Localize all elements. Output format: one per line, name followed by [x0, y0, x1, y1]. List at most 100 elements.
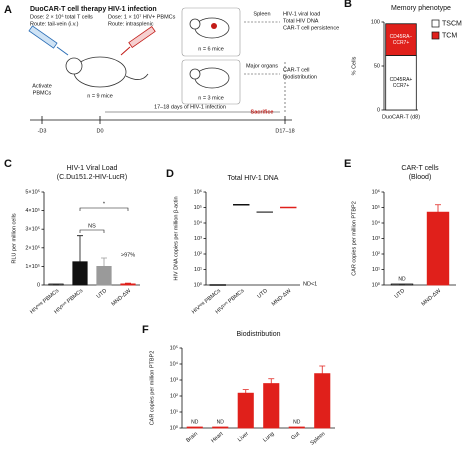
bar	[96, 265, 112, 286]
annotation: >97%	[121, 252, 135, 258]
legend-label: TSCM	[442, 20, 462, 27]
infection-title: HIV-1 infection	[108, 6, 157, 13]
y-tick-label: 10³	[194, 236, 202, 242]
spleen: Spleen	[253, 11, 270, 17]
y-tick-label: 2×10⁵	[25, 244, 40, 251]
y-tick-label: 10³	[170, 377, 178, 383]
therapy-title: DuoCAR-T cell therapy	[30, 6, 106, 13]
x-tick-label: MND-ΔW	[111, 288, 133, 308]
annotation: NS	[88, 223, 96, 229]
y-tick-label: 10⁰	[372, 281, 381, 288]
legend-label: TCM	[442, 32, 457, 39]
therapy-route: Route: tail-vein (i.v.)	[30, 21, 79, 27]
legend-swatch	[431, 19, 440, 28]
mice-total: n = 9 mice	[87, 93, 113, 99]
annotation: ND	[398, 276, 406, 282]
y-tick-label: 10²	[372, 251, 380, 257]
y-tick-label: 0	[377, 107, 380, 113]
outcome: Total HIV DNA	[283, 18, 319, 24]
red-syringe	[120, 25, 156, 56]
segment-label: CD45RA+	[390, 77, 413, 83]
bar	[314, 373, 331, 429]
x-tick-label: MND-ΔW	[271, 288, 293, 308]
error-bar	[101, 257, 107, 267]
outcome: HIV-1 viral load	[283, 11, 320, 17]
duration: 17–18 days of HIV-1 infection	[154, 104, 226, 110]
annotation: ND	[217, 419, 225, 425]
chart-subtitle: (C.Du151.2-HIV-LucR)	[57, 174, 127, 181]
annotation: ND	[191, 419, 199, 425]
blue-syringe	[28, 25, 69, 56]
y-tick-label: 10⁴	[170, 360, 179, 367]
panel-letter: E	[344, 158, 351, 170]
y-tick-label: 10⁰	[194, 281, 203, 288]
y-tick-label: 10⁵	[372, 204, 380, 211]
annotation: *	[103, 201, 106, 207]
x-tick-label: Spleen	[309, 431, 326, 447]
infection-dose: Dose: 1 × 10⁷ HIV+ PBMCs	[108, 13, 176, 20]
y-tick-label: 10⁴	[194, 219, 203, 226]
day-label: D0	[96, 128, 103, 134]
error-bar	[125, 282, 131, 284]
day-label: D17–18	[275, 128, 294, 134]
error-bar	[319, 365, 326, 374]
annotation: ND<1	[303, 281, 317, 287]
activate: PBMCs	[33, 90, 52, 96]
day-label: -D3	[38, 128, 47, 134]
bracket	[79, 229, 105, 233]
infection-route: Route: intrasplenic	[108, 21, 154, 27]
y-tick-label: 5×10⁵	[25, 188, 40, 195]
therapy-dose: Dose: 2 × 10⁶ total T cells	[30, 13, 93, 20]
panel-letter: D	[166, 168, 174, 180]
y-tick-label: 3×10⁵	[25, 226, 40, 233]
segment-label: CCR7+	[393, 83, 410, 89]
bar	[120, 283, 136, 286]
panel-letter: B	[344, 0, 352, 10]
chart-title: HIV-1 Viral Load	[67, 165, 118, 172]
chart-title: CAR-T cells	[401, 165, 439, 172]
mouse-main	[65, 56, 149, 88]
y-tick-label: 10²	[194, 251, 202, 257]
chart-title: Biodistribution	[237, 331, 281, 338]
y-tick-label: 10⁶	[194, 188, 202, 195]
panel-letter: C	[4, 158, 12, 170]
y-tick-label: 10¹	[372, 267, 380, 273]
x-tick-label: UTD	[256, 288, 269, 300]
organs: Major organs	[246, 63, 278, 69]
y-axis-label: HIV DNA copies per million β-actin	[173, 196, 179, 280]
error-bar	[435, 204, 441, 213]
segment-label: CD45RA−	[390, 34, 413, 40]
error-bar	[242, 389, 249, 394]
bar	[263, 383, 280, 429]
y-tick-label: 4×10⁵	[25, 207, 40, 214]
bar	[237, 392, 254, 429]
chart-subtitle: (Blood)	[409, 174, 432, 181]
outcome: CAR-T cell	[283, 67, 310, 73]
y-tick-label: 10¹	[194, 267, 202, 273]
outcome: CAR-T cell persistence	[283, 25, 339, 31]
mouse-spleen	[181, 7, 241, 57]
panel-letter: A	[4, 4, 12, 16]
y-tick-label: 100	[371, 19, 380, 25]
x-tick-label: Heart	[210, 431, 225, 445]
y-tick-label: 1×10⁵	[25, 263, 40, 270]
y-axis-label: RLU per million cells	[11, 213, 17, 263]
chart-title: Memory phenotype	[391, 5, 451, 12]
y-tick-label: 10¹	[170, 409, 178, 415]
diagram: A DuoCAR-T cell therapy Dose: 2 × 10⁶ to…	[4, 4, 339, 135]
legend-swatch	[431, 31, 440, 40]
error-bar	[77, 235, 83, 262]
sacrifice: Sacrifice	[251, 109, 274, 115]
x-tick-label: Lung	[262, 431, 275, 443]
x-tick-label: UTD	[394, 288, 407, 300]
x-tick-label: Liver	[237, 431, 250, 443]
x-tick-label: MND-ΔW	[421, 288, 443, 308]
y-tick-label: 10³	[372, 236, 380, 242]
mouse-organs	[181, 59, 241, 105]
y-tick-label: 0	[37, 282, 40, 288]
y-tick-label: 50	[374, 63, 380, 69]
y-axis-label: CAR copies per million PTBP2	[149, 351, 155, 426]
bar	[426, 211, 450, 286]
y-tick-label: 10⁵	[170, 344, 178, 351]
